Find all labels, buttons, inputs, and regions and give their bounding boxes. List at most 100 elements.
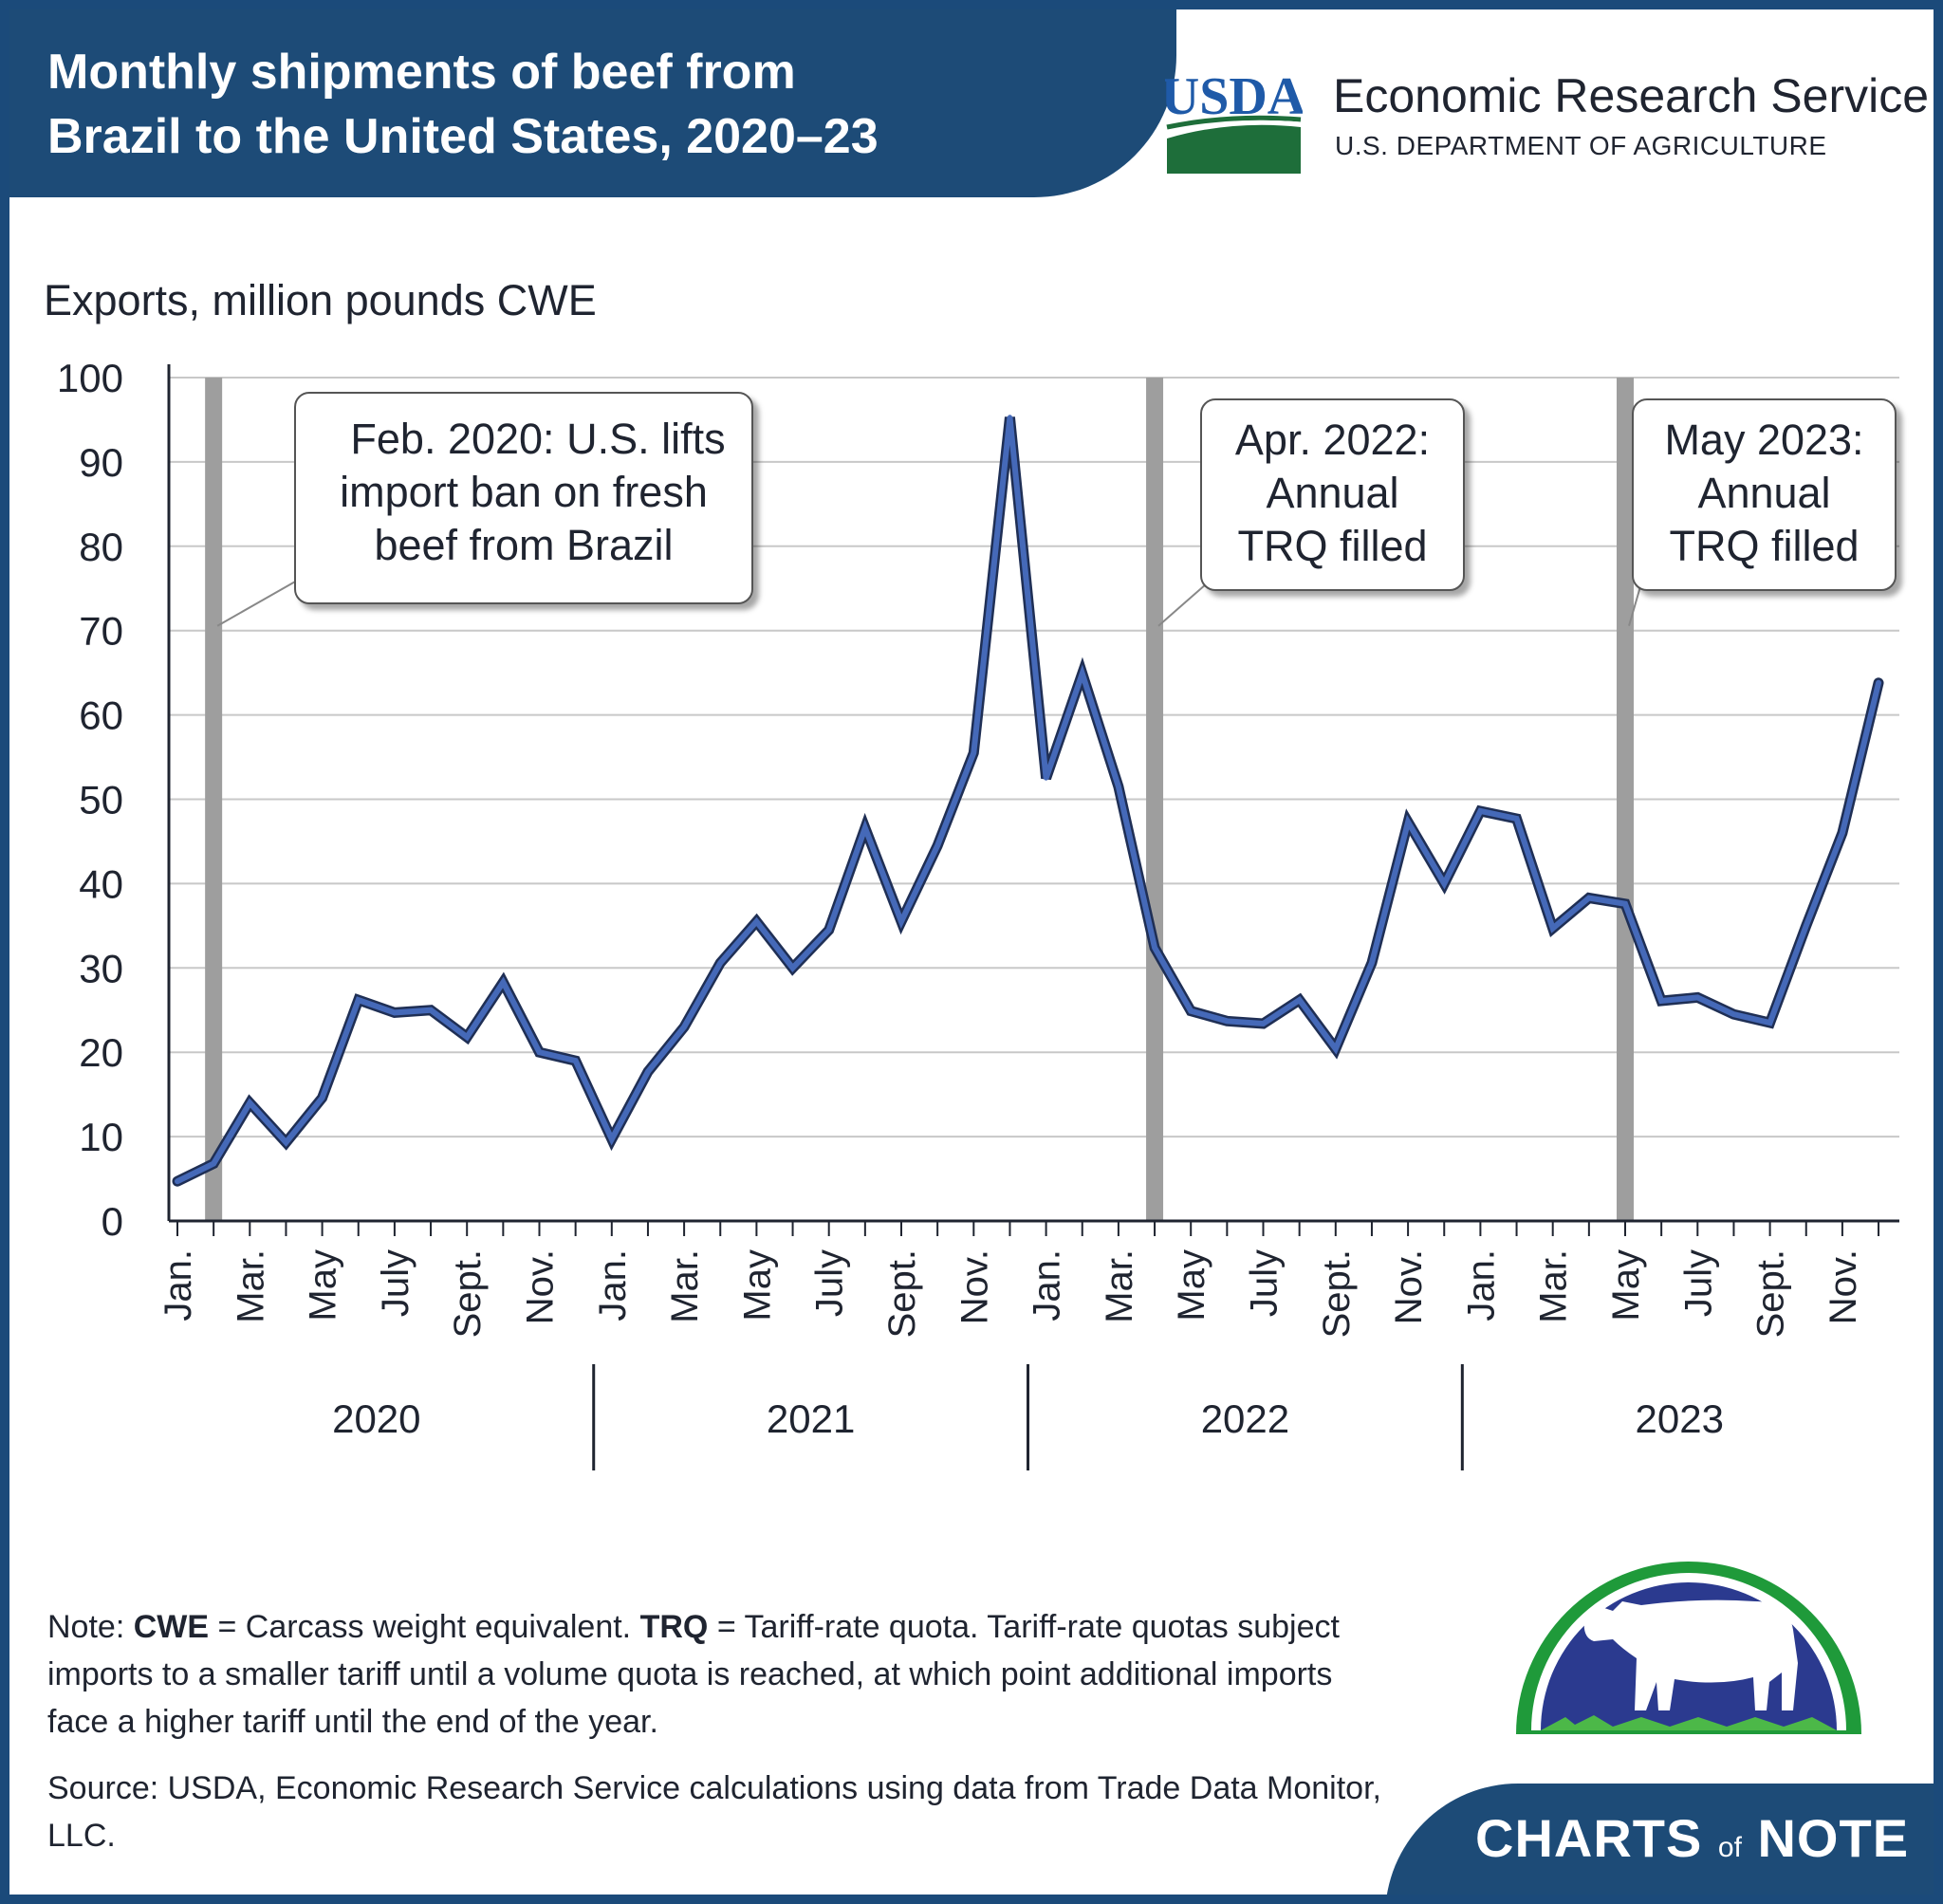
annotation-line: Apr. 2022: [1234, 416, 1431, 464]
data-point [898, 918, 904, 924]
data-point [1876, 680, 1881, 686]
annotation-line: TRQ filled [1237, 522, 1428, 570]
data-point [392, 1009, 398, 1015]
y-tick-label: 40 [79, 861, 123, 906]
data-point [573, 1058, 579, 1063]
year-label: 2021 [767, 1396, 855, 1441]
y-tick-label: 10 [79, 1115, 123, 1159]
x-tick-label: Mar. [664, 1249, 706, 1323]
annotation-line: import ban on fresh [340, 468, 708, 516]
y-tick-label: 60 [79, 693, 123, 738]
x-tick-label: July [1677, 1249, 1719, 1317]
x-tick-label: July [809, 1249, 851, 1317]
x-tick-label: Jan. [1460, 1249, 1502, 1322]
data-point [826, 927, 832, 933]
agency-name: Economic Research Service [1333, 69, 1930, 122]
y-axis-label: Exports, million pounds CWE [44, 276, 597, 324]
x-tick-label: Mar. [1099, 1249, 1140, 1323]
data-point [1694, 994, 1700, 1000]
x-tick-label: Mar. [230, 1249, 271, 1323]
title-line-1: Monthly shipments of beef from [47, 45, 796, 100]
data-point [1333, 1046, 1339, 1052]
y-tick-label: 30 [79, 946, 123, 990]
x-tick-label: Jan. [592, 1249, 634, 1322]
year-label: 2022 [1201, 1396, 1289, 1441]
event-bar [1146, 378, 1164, 1221]
data-point [1767, 1020, 1773, 1026]
data-point [1152, 945, 1157, 951]
grass-icon [1541, 1715, 1837, 1730]
cow-icon [1583, 1599, 1798, 1710]
x-tick-label: Nov. [1388, 1249, 1430, 1324]
data-point [537, 1049, 542, 1055]
data-point [1188, 1008, 1194, 1014]
gridlines [169, 377, 1899, 1138]
department-name: U.S. DEPARTMENT OF AGRICULTURE [1335, 131, 1827, 160]
y-tick-label: 80 [79, 525, 123, 569]
y-tick-label: 50 [79, 778, 123, 823]
footnote: Note: CWE = Carcass weight equivalent. T… [47, 1603, 1395, 1746]
x-tick-label: Mar. [1533, 1249, 1575, 1323]
data-point [1840, 830, 1845, 836]
annotation-line: Annual [1266, 469, 1399, 517]
x-tick-label: May [1605, 1249, 1647, 1322]
data-point [609, 1137, 615, 1142]
data-point [1007, 415, 1012, 420]
event-bar [205, 378, 223, 1221]
data-point [1550, 926, 1556, 932]
annotation-line: Annual [1697, 469, 1831, 517]
y-tick-label: 0 [102, 1199, 123, 1244]
x-tick-label: Sept. [881, 1249, 923, 1338]
infographic: Monthly shipments of beef from Brazil to… [9, 9, 1934, 1895]
data-point [1804, 923, 1809, 929]
cow-emblem [1516, 1562, 1861, 1734]
data-point [681, 1025, 687, 1030]
data-point [356, 997, 361, 1003]
data-point [175, 1178, 180, 1184]
data-point [1405, 820, 1411, 825]
y-tick-labels: 0 10 20 30 40 50 60 70 80 90 100 [57, 356, 123, 1244]
cwe-abbr: CWE [133, 1609, 210, 1645]
x-tick-label: May [303, 1249, 344, 1322]
data-point [1297, 997, 1303, 1003]
series-line [175, 416, 1882, 1185]
x-tick-label: May [736, 1249, 778, 1322]
line-chart: Exports, million pounds CWE 0 10 20 30 40 50 6… [44, 276, 1899, 1470]
data-point [1622, 901, 1628, 907]
cwe-text: = Carcass weight equivalent. [217, 1609, 632, 1645]
data-point [1224, 1018, 1230, 1024]
x-tick-label: Nov. [520, 1249, 562, 1324]
data-point [753, 918, 759, 924]
annotation-line: Feb. 2020: U.S. lifts [350, 415, 726, 463]
event-bar [1617, 378, 1634, 1221]
data-point [320, 1095, 325, 1100]
x-tick-label: Nov. [1823, 1249, 1864, 1324]
data-point [717, 960, 723, 966]
data-point [428, 1007, 434, 1013]
series-line [172, 415, 1884, 1187]
annotation-box-may-2023: May 2023: Annual TRQ filled [1632, 398, 1897, 591]
data-point [464, 1034, 470, 1040]
x-tick-label: Jan. [1027, 1249, 1068, 1322]
annotation-box-feb-2020: Feb. 2020: U.S. lifts import ban on fres… [294, 392, 753, 604]
data-point [211, 1161, 216, 1167]
x-tick-label: Sept. [1750, 1249, 1792, 1338]
data-point [283, 1139, 288, 1145]
brand-charts: CHARTS [1475, 1808, 1703, 1868]
data-point [1261, 1021, 1266, 1026]
x-tick-label: July [375, 1249, 416, 1317]
annotation-leader [216, 576, 305, 627]
y-tick-label: 20 [79, 1030, 123, 1075]
data-point [1116, 784, 1121, 789]
note-label: Note: [47, 1609, 125, 1645]
x-tick-label: May [1171, 1249, 1212, 1322]
event-bars [205, 378, 1634, 1221]
y-tick-label: 90 [79, 440, 123, 485]
data-point [1080, 671, 1085, 676]
axes [167, 364, 1899, 1470]
brand-note: NOTE [1757, 1808, 1910, 1868]
usda-logo: USDA [1165, 67, 1303, 174]
data-point [1369, 960, 1375, 966]
title-banner: Monthly shipments of beef from Brazil to… [9, 9, 1176, 197]
data-point [1514, 816, 1520, 822]
